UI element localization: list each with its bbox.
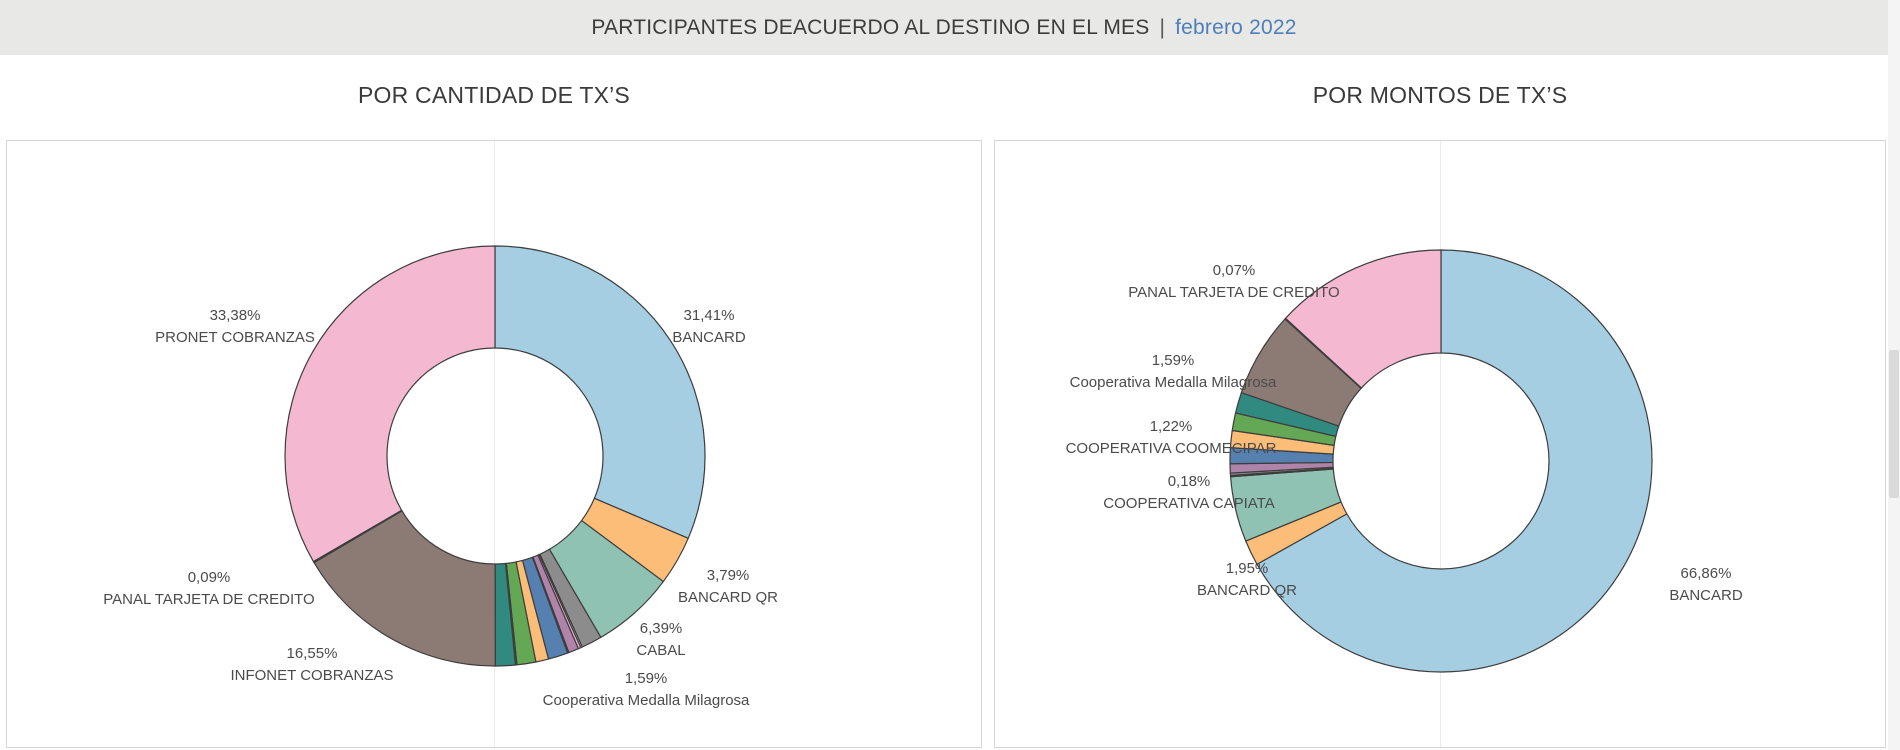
pie-slice-bancard[interactable] bbox=[494, 245, 706, 539]
callout-percent: 3,79% bbox=[706, 567, 750, 584]
callout-label: BANCARD bbox=[672, 329, 746, 346]
scrollbar-track[interactable] bbox=[1888, 0, 1900, 750]
slice-callout-bancard: 66,86% BANCARD bbox=[1669, 563, 1742, 607]
pie-slice-bancard[interactable] bbox=[1256, 249, 1653, 673]
callout-label: BANCARD QR bbox=[677, 589, 779, 606]
callout-label: COOPERATIVA CAPIATA bbox=[1103, 495, 1275, 512]
slice-callout-cooperativa-coomecipar: 1,22% COOPERATIVA COOMECIPAR bbox=[1066, 416, 1277, 460]
callout-label: PANAL TARJETA DE CREDITO bbox=[103, 591, 315, 608]
donut-chart-montos bbox=[1229, 249, 1653, 673]
callout-percent: 16,55% bbox=[286, 645, 338, 662]
slice-callout-cooperativa-capiata: 0,18% COOPERATIVA CAPIATA bbox=[1103, 471, 1274, 515]
title-divider: | bbox=[1159, 15, 1166, 39]
header-band: PARTICIPANTES DEACUERDO AL DESTINO EN EL… bbox=[0, 0, 1888, 55]
callout-label: CABAL bbox=[636, 642, 686, 659]
callout-label: BANCARD bbox=[1669, 587, 1743, 604]
callout-percent: 0,18% bbox=[1167, 473, 1211, 490]
callout-percent: 33,38% bbox=[209, 307, 261, 324]
scrollbar-thumb[interactable] bbox=[1889, 350, 1899, 498]
chart-title-montos: POR MONTOS DE TX’S bbox=[1312, 82, 1568, 108]
callout-percent: 66,86% bbox=[1680, 565, 1732, 582]
callout-percent: 31,41% bbox=[683, 307, 735, 324]
slice-callout-bancard-qr: 1,95% BANCARD QR bbox=[1197, 558, 1297, 602]
chart-title-cantidad: POR CANTIDAD DE TX’S bbox=[358, 82, 630, 108]
callout-label: BANCARD QR bbox=[1196, 582, 1298, 599]
title-period: febrero 2022 bbox=[1175, 15, 1297, 39]
callout-percent: 1,59% bbox=[1151, 352, 1195, 369]
vertical-gridline bbox=[494, 141, 495, 747]
pie-slice-segment-12[interactable] bbox=[1284, 249, 1442, 389]
callout-label: Cooperativa Medalla Milagrosa bbox=[1069, 374, 1277, 391]
chart-panel-cantidad: 33,38% PRONET COBRANZAS 31,41% BANCARD 3,79%… bbox=[6, 140, 982, 748]
page-title: PARTICIPANTES DEACUERDO AL DESTINO EN EL… bbox=[591, 16, 1296, 40]
callout-percent: 0,09% bbox=[187, 569, 231, 586]
slice-callout-bancard: 31,41% BANCARD bbox=[672, 305, 745, 349]
slice-callout-cabal: 6,39% CABAL bbox=[636, 618, 685, 662]
slice-callout-panal-tarjeta-de-credito: 0,07% PANAL TARJETA DE CREDITO bbox=[1128, 260, 1339, 304]
callout-percent: 0,07% bbox=[1212, 262, 1256, 279]
callout-percent: 1,22% bbox=[1149, 418, 1193, 435]
vertical-gridline bbox=[1440, 141, 1441, 747]
callout-percent: 1,95% bbox=[1225, 560, 1269, 577]
page-title-text: PARTICIPANTES DEACUERDO AL DESTINO EN EL… bbox=[591, 15, 1150, 39]
callout-label: COOPERATIVA COOMECIPAR bbox=[1065, 440, 1277, 457]
slice-callout-cooperativa-medalla-milagrosa: 1,59% Cooperativa Medalla Milagrosa bbox=[543, 668, 750, 712]
callout-percent: 6,39% bbox=[639, 620, 683, 637]
callout-label: PRONET COBRANZAS bbox=[155, 329, 315, 346]
donut-chart-cantidad bbox=[284, 245, 706, 667]
slice-callout-infonet-cobranzas: 16,55% INFONET COBRANZAS bbox=[230, 643, 393, 687]
slice-callout-cooperativa-medalla-milagrosa: 1,59% Cooperativa Medalla Milagrosa bbox=[1070, 350, 1277, 394]
slice-callout-bancard-qr: 3,79% BANCARD QR bbox=[678, 565, 778, 609]
callout-label: Cooperativa Medalla Milagrosa bbox=[542, 692, 750, 709]
slice-callout-panal-tarjeta-de-credito: 0,09% PANAL TARJETA DE CREDITO bbox=[103, 567, 314, 611]
chart-panel-montos: 0,07% PANAL TARJETA DE CREDITO 1,59% Cooper… bbox=[994, 140, 1886, 748]
callout-label: INFONET COBRANZAS bbox=[230, 667, 394, 684]
pie-slice-pronet-cobranzas[interactable] bbox=[284, 245, 496, 563]
slice-callout-pronet-cobranzas: 33,38% PRONET COBRANZAS bbox=[155, 305, 315, 349]
pie-slice-infonet-cobranzas[interactable] bbox=[313, 510, 496, 667]
callout-percent: 1,59% bbox=[624, 670, 668, 687]
callout-label: PANAL TARJETA DE CREDITO bbox=[1128, 284, 1340, 301]
